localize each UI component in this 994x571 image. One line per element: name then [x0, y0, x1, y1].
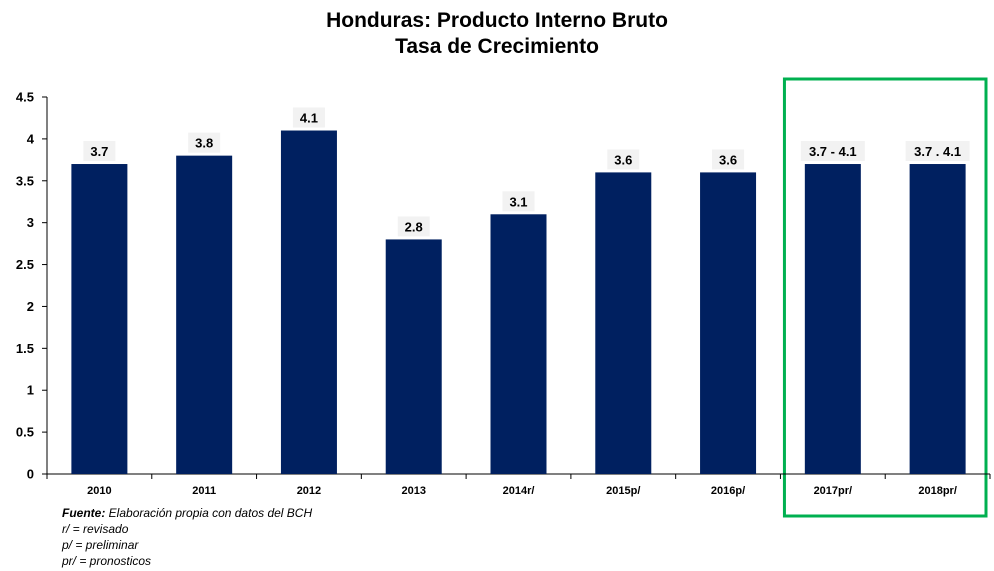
data-label-background [800, 141, 865, 162]
source-text: Elaboración propia con datos del BCH [105, 506, 312, 520]
bar [490, 214, 547, 475]
data-label-background [607, 149, 640, 170]
forecast-highlight-box [782, 77, 988, 518]
data-label: 2.8 [405, 219, 423, 234]
data-label: 3.7 [90, 144, 108, 159]
y-tick-label: 0.5 [16, 425, 34, 440]
y-tick-label: 2 [27, 299, 34, 314]
data-label-background [188, 132, 221, 153]
y-tick-label: 2.5 [16, 257, 34, 272]
data-label: 3.6 [614, 152, 632, 167]
data-label-background [83, 141, 116, 162]
data-label: 4.1 [300, 111, 318, 126]
x-category-label: 2011 [192, 485, 216, 497]
data-label: 3.6 [719, 152, 737, 167]
bar [71, 164, 128, 474]
bar [804, 164, 861, 474]
data-label: 3.7 - 4.1 [809, 144, 857, 159]
data-label-background [712, 149, 745, 170]
bar [909, 164, 966, 474]
x-category-label: 2014r/ [503, 485, 535, 497]
data-label-background [397, 216, 430, 237]
note-pronosticos: pr/ = pronosticos [61, 554, 151, 568]
x-category-label: 2012 [297, 485, 321, 497]
y-tick-label: 3 [27, 215, 34, 230]
x-category-label: 2017pr/ [814, 485, 853, 497]
data-label-background [292, 107, 325, 128]
chart-title-line-1: Honduras: Producto Interno Bruto [326, 9, 668, 32]
data-label: 3.1 [509, 194, 527, 209]
y-tick-label: 4 [27, 131, 35, 146]
y-tick-label: 1 [27, 383, 34, 398]
chart-title-line-2: Tasa de Crecimiento [395, 35, 599, 58]
y-tick-label: 4.5 [16, 90, 34, 105]
y-tick-label: 0 [27, 467, 34, 482]
x-category-label: 2015p/ [606, 485, 640, 497]
y-tick-label: 3.5 [16, 173, 34, 188]
x-category-label: 2018pr/ [918, 485, 957, 497]
note-preliminar: p/ = preliminar [61, 538, 139, 552]
data-label-background [905, 141, 970, 162]
data-label: 3.8 [195, 136, 213, 151]
data-label: 3.7 . 4.1 [914, 144, 961, 159]
x-category-label: 2016p/ [711, 485, 745, 497]
plot-area: 0 0.5 1 1.5 2 2.5 3 3.5 4 4.5 3.7 2010 3.8 2011 4.1 201… [16, 77, 991, 518]
bar [385, 239, 442, 474]
y-tick-label: 1.5 [16, 341, 34, 356]
data-label-background [502, 191, 535, 212]
source-note: Fuente: Elaboración propia con datos del… [62, 506, 312, 520]
bar [176, 155, 233, 474]
bar [280, 130, 337, 474]
bar [700, 172, 757, 474]
x-category-label: 2013 [401, 485, 425, 497]
x-category-label: 2010 [87, 485, 111, 497]
source-prefix: Fuente: [62, 506, 105, 520]
note-revisado: r/ = revisado [62, 522, 129, 536]
bar [595, 172, 652, 474]
